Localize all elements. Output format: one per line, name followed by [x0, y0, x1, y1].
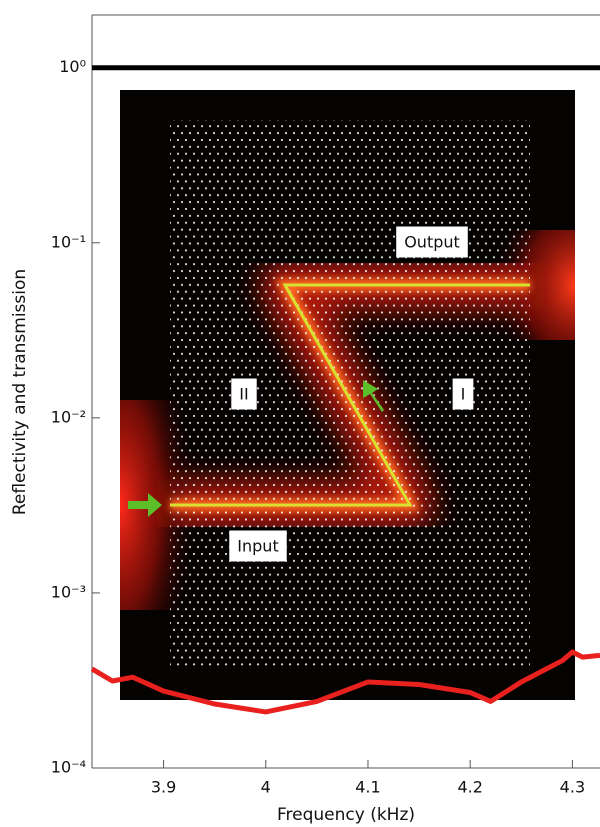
- x-tick-label: 3.9: [151, 778, 176, 797]
- annotation-box: [229, 530, 287, 562]
- y-tick-label: 10⁰: [59, 57, 86, 76]
- annotation: I: [461, 385, 466, 404]
- data-line: [90, 649, 600, 715]
- x-tick-label: 4: [261, 778, 271, 797]
- x-tick-label: 4.2: [457, 778, 482, 797]
- x-axis-label: Frequency (kHz): [277, 805, 415, 825]
- x-tick-label: 4.1: [355, 778, 380, 797]
- annotation: Input: [237, 537, 278, 556]
- y-tick-label: 10⁻²: [51, 407, 86, 426]
- x-tick-label: 4.3: [560, 778, 585, 797]
- annotation-box: [396, 226, 468, 258]
- y-tick-label: 10⁻⁴: [51, 758, 86, 777]
- y-tick-label: 10⁻¹: [51, 232, 86, 251]
- annotation: II: [239, 385, 248, 404]
- inset-image: [120, 90, 575, 700]
- annotation-box: [452, 378, 474, 410]
- y-tick-label: 10⁻³: [51, 582, 86, 601]
- y-axis-label: Reflectivity and transmission: [10, 269, 30, 515]
- annotation-box: [231, 378, 257, 410]
- annotation: Output: [404, 233, 460, 252]
